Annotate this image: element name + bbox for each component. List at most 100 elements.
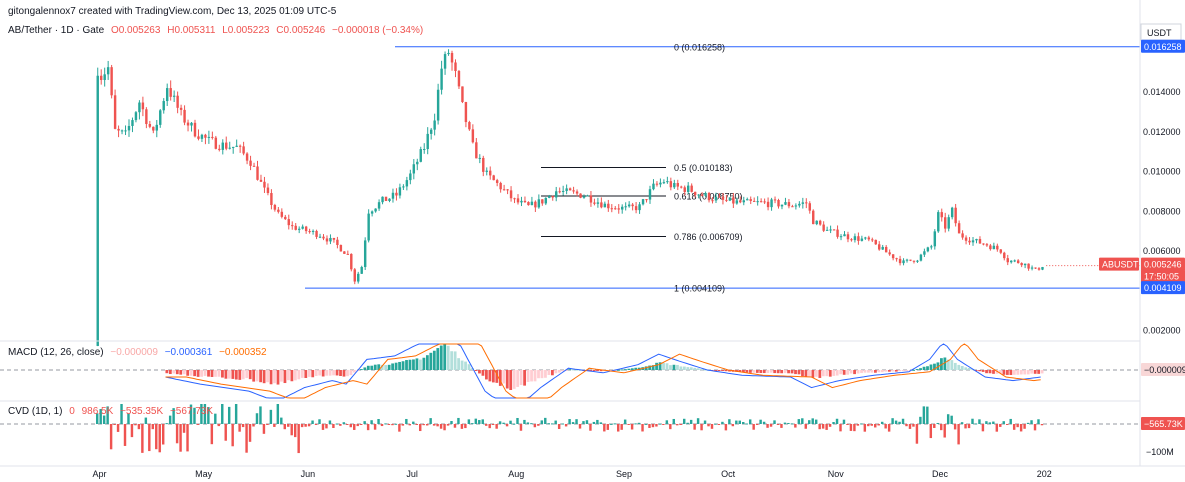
candle-body (707, 192, 711, 201)
cvd-bar (596, 419, 599, 424)
macd-histogram-bar (912, 369, 916, 371)
macd-histogram-bar (877, 370, 881, 373)
candle-body (527, 202, 530, 206)
macd-histogram-bar (853, 370, 856, 375)
fib-top-price-tag: 0.016258 (1144, 42, 1182, 52)
ohlc-legend[interactable]: AB/Tether · 1D · Gate O0.005263 H0.00531… (8, 25, 427, 36)
cvd-bar (547, 423, 550, 425)
macd-histogram-bar (742, 370, 745, 373)
candle-body (683, 187, 686, 192)
candle-body (152, 126, 155, 131)
cvd-bar (196, 424, 200, 425)
candle-body (1034, 267, 1037, 269)
cvd-bar (99, 409, 102, 424)
candle-body (1013, 260, 1016, 262)
macd-histogram-bar (290, 370, 294, 382)
macd-histogram-bar (957, 364, 961, 370)
candle-body (273, 205, 277, 210)
candle-body (905, 259, 909, 261)
candle-body (808, 203, 811, 211)
candle-body (957, 223, 961, 234)
cvd-bar (356, 424, 359, 427)
macd-histogram-bar (359, 369, 363, 371)
cvd-bar (544, 417, 547, 424)
candle-body (99, 75, 103, 81)
macd-histogram-bar (790, 370, 794, 374)
cvd-bar (662, 424, 665, 425)
cvd-bar (210, 424, 214, 445)
candle-body (249, 160, 252, 166)
macd-histogram-bar (363, 367, 367, 370)
macd-histogram-bar (752, 370, 756, 373)
cvd-bar (901, 418, 905, 424)
candle-body (218, 148, 221, 150)
macd-legend[interactable]: MACD (12, 26, close) −0.000009 −0.000361… (8, 347, 271, 358)
macd-histogram-bar (919, 368, 922, 370)
macd-histogram-bar (373, 364, 377, 370)
candle-body (680, 186, 683, 188)
candle-body (930, 246, 933, 248)
cvd-bar (266, 424, 269, 425)
cvd-bar (721, 421, 724, 424)
cvd-bar (617, 424, 620, 432)
time-axis[interactable]: Apr May Jun Jul Aug Sep Oct Nov Dec 202 (92, 469, 1051, 479)
cvd-bar (280, 417, 283, 424)
cvd-bar (599, 422, 603, 424)
macd-histogram-bar (655, 362, 658, 370)
macd-histogram-bar (557, 370, 561, 373)
cvd-bar (613, 423, 616, 425)
cvd-bar (554, 420, 557, 424)
candle-body (822, 224, 825, 231)
candle-body (363, 240, 367, 268)
currency-label: USDT (1147, 28, 1172, 38)
macd-histogram-bar (825, 370, 829, 377)
candle-body (579, 193, 582, 198)
macd-histogram-bar (1002, 370, 1006, 375)
cvd-bar (186, 424, 189, 452)
price-tick-label: 0.002000 (1143, 326, 1181, 336)
cvd-bar (870, 424, 873, 426)
cvd-bar (887, 424, 891, 432)
price-tick-label: 0.010000 (1143, 167, 1181, 177)
fibonacci-retracement[interactable]: 0 (0.016258)0.5 (0.010183)0.618 (0.00875… (305, 42, 1140, 294)
cvd-bar (398, 424, 401, 432)
macd-histogram-bar (773, 370, 777, 374)
macd-histogram-bar (693, 367, 697, 370)
macd-histogram-bar (231, 370, 235, 379)
macd-histogram-bar (182, 370, 186, 375)
cvd-bar (835, 418, 839, 424)
macd-histogram-bar (748, 370, 752, 373)
cvd-bar (769, 424, 773, 427)
macd-histogram-bar (561, 370, 565, 372)
macd-histogram-bar (794, 370, 797, 375)
macd-histogram-bar (828, 370, 832, 377)
macd-histogram-bar (818, 370, 822, 378)
macd-histogram-bar (926, 366, 929, 370)
candlestick-series (96, 49, 1140, 347)
candle-body (704, 192, 707, 196)
cvd-bar (151, 424, 155, 430)
candle-body (746, 199, 749, 201)
candle-body (1037, 268, 1041, 270)
cvd-bar (245, 424, 248, 453)
cvd-bar (1012, 424, 1016, 430)
macd-histogram-bar (915, 369, 919, 371)
macd-histogram-bar (644, 366, 648, 370)
cvd-bar (238, 424, 241, 432)
candle-body (353, 269, 356, 282)
candle-body (666, 181, 669, 183)
cvd-legend[interactable]: CVD (1D, 1) 0 986.5K −535.35K −567.73K (8, 406, 217, 417)
candle-body (1016, 260, 1020, 264)
macd-histogram-bar (485, 370, 488, 380)
macd-histogram-bar (168, 370, 172, 375)
candle-body (978, 238, 982, 244)
macd-histogram-bar (936, 362, 940, 370)
macd-histogram-bar (425, 355, 429, 370)
cvd-bar (926, 406, 929, 424)
cvd-low: −535.35K (120, 406, 164, 417)
macd-histogram-bar (321, 370, 325, 377)
credit-line: gitongalennox7 created with TradingView.… (8, 6, 340, 17)
price-axis[interactable]: 0.0020000.0040000.0060000.0080000.010000… (0, 0, 1185, 467)
cvd-bar (665, 420, 669, 424)
